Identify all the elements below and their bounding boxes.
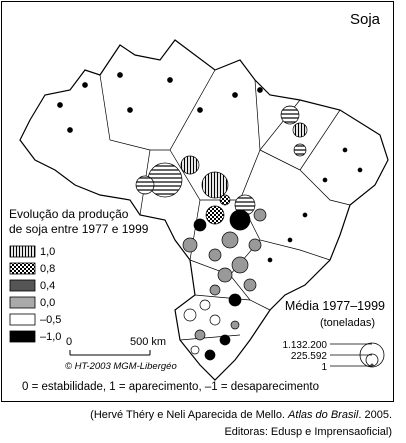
size-title: Média 1977–1999 bbox=[285, 299, 385, 313]
legend-label: 0,8 bbox=[40, 263, 55, 275]
credit: © HT-2003 MGM-Libergéo bbox=[65, 361, 177, 372]
scale-label: 0 bbox=[66, 336, 72, 348]
legend-label: –0,5 bbox=[40, 314, 61, 326]
legend-title: Evolução da produção bbox=[9, 207, 129, 221]
caption: Editoras: Edusp e Imprensaoficial) bbox=[224, 426, 392, 438]
scale-bar bbox=[69, 350, 151, 356]
size-class: 1.132.200 bbox=[283, 340, 328, 351]
scale-label: 500 km bbox=[130, 336, 166, 348]
map-title: Soja bbox=[350, 11, 381, 28]
note: 0 = estabilidade, 1 = aparecimento, –1 =… bbox=[22, 381, 319, 393]
legend-label: 0,0 bbox=[40, 297, 55, 309]
size-class: 225.592 bbox=[291, 351, 328, 362]
legend-title: de soja entre 1977 e 1999 bbox=[9, 222, 149, 236]
size-unit: (toneladas) bbox=[320, 317, 375, 329]
size-class: 1 bbox=[321, 362, 327, 373]
legend bbox=[9, 245, 36, 343]
size-legend bbox=[330, 342, 385, 368]
caption-text: . 2005. bbox=[358, 409, 392, 421]
symbols bbox=[57, 72, 363, 361]
caption: (Hervé Théry e Neli Aparecida de Mello. … bbox=[90, 409, 392, 421]
legend-label: 1,0 bbox=[40, 246, 55, 258]
map: Soja Evolução da produção de soja entre … bbox=[1, 1, 394, 402]
caption-text: (Hervé Théry e Neli Aparecida de Mello. bbox=[90, 409, 289, 421]
caption-title: Atlas do Brasil bbox=[288, 409, 359, 421]
legend-label: 0,4 bbox=[40, 280, 55, 292]
legend-label: –1,0 bbox=[40, 331, 61, 343]
